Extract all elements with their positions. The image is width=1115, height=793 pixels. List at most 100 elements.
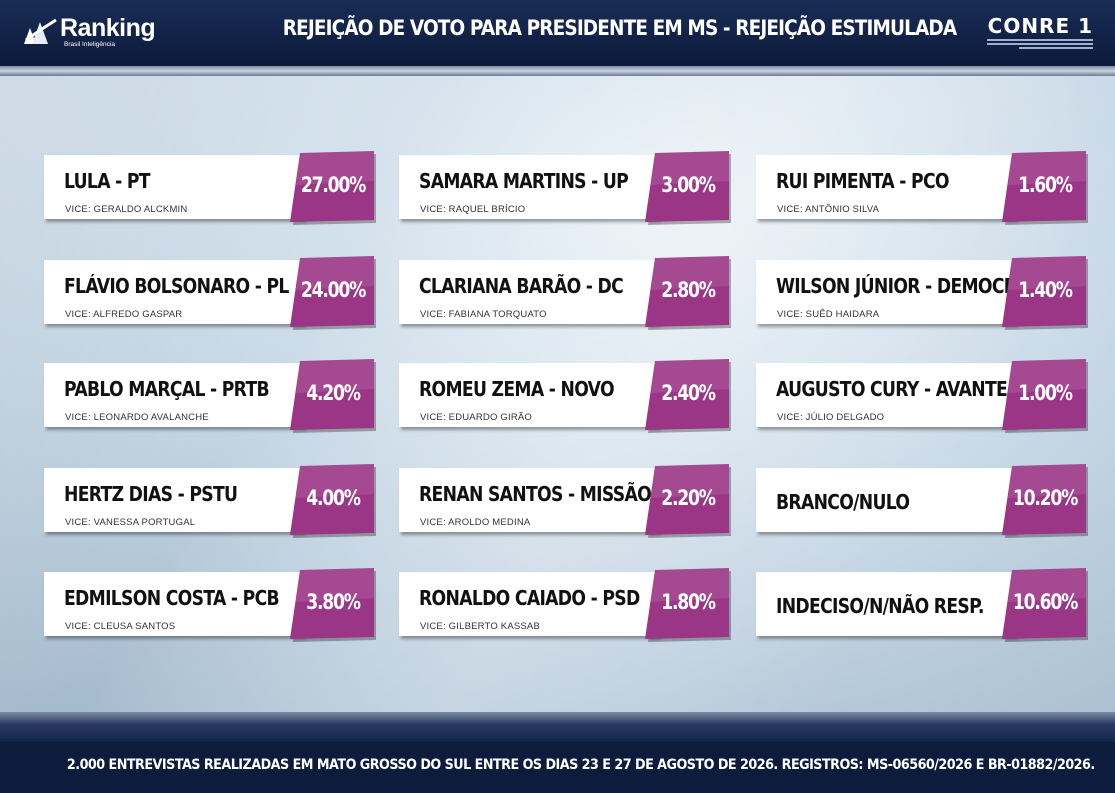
conre-logo: CONRE 1 <box>987 16 1093 49</box>
candidate-vice: VICE: GILBERTO KASSAB <box>420 621 541 632</box>
candidate-card-box <box>399 155 659 219</box>
candidate-name: RONALDO CAIADO - PSD <box>419 586 640 610</box>
rejection-percentage-badge: 3.00% <box>645 151 731 225</box>
rejection-percentage: 24.00% <box>300 278 367 302</box>
candidate-card: RUI PIMENTA - PCO VICE: ANTÔNIO SILVA 1.60… <box>756 151 1088 225</box>
candidate-card: INDECISO/N/NÃO RESP. 10.60% <box>756 568 1088 642</box>
candidate-card-box <box>44 260 304 324</box>
rejection-percentage-badge: 24.00% <box>290 256 376 330</box>
candidate-name: SAMARA MARTINS - UP <box>419 169 629 193</box>
candidate-card-box <box>44 363 304 427</box>
percentage-badge-shape <box>1002 568 1088 642</box>
candidate-card: SAMARA MARTINS - UP VICE: RAQUEL BRÍCIO 3.… <box>399 151 731 225</box>
candidate-vice: VICE: RAQUEL BRÍCIO <box>420 204 526 215</box>
footer-divider <box>0 712 1115 742</box>
candidate-vice: VICE: VANESSA PORTUGAL <box>65 517 196 528</box>
candidate-card-box <box>44 468 304 532</box>
candidate-name: FLÁVIO BOLSONARO - PL <box>64 274 289 298</box>
candidate-card: ROMEU ZEMA - NOVO VICE: EDUARDO GIRÃO 2.40… <box>399 359 731 433</box>
candidate-card: RENAN SANTOS - MISSÃO VICE: AROLDO MEDINA… <box>399 464 731 538</box>
candidate-vice: VICE: JÚLIO DELGADO <box>777 412 885 423</box>
rejection-percentage: 1.00% <box>1018 381 1073 405</box>
rejection-percentage: 4.20% <box>306 381 361 405</box>
candidate-card-box <box>756 260 1016 324</box>
candidate-name: WILSON JÚNIOR - DEMOCRATA <box>776 274 1051 298</box>
percentage-badge-shape <box>1002 464 1088 538</box>
percentage-badge-shape <box>645 568 731 642</box>
rejection-percentage: 3.80% <box>306 590 361 614</box>
rejection-percentage-badge: 1.00% <box>1002 359 1088 433</box>
rejection-percentage-badge: 10.20% <box>1002 464 1088 538</box>
rejection-percentage: 2.40% <box>661 381 716 405</box>
candidate-card-box <box>44 155 304 219</box>
rejection-percentage: 2.80% <box>661 278 716 302</box>
percentage-badge-shape <box>1002 151 1088 225</box>
percentage-badge-shape <box>645 256 731 330</box>
page-title: REJEIÇÃO DE VOTO PARA PRESIDENTE EM MS -… <box>282 16 957 40</box>
candidate-card: AUGUSTO CURY - AVANTE VICE: JÚLIO DELGADO… <box>756 359 1088 433</box>
percentage-badge-shape <box>645 464 731 538</box>
rejection-percentage: 1.60% <box>1018 173 1073 197</box>
percentage-badge-shape <box>1002 359 1088 433</box>
candidate-card-box <box>756 363 1016 427</box>
candidate-name: RENAN SANTOS - MISSÃO <box>419 482 652 506</box>
candidate-vice: VICE: FABIANA TORQUATO <box>420 309 547 320</box>
rejection-percentage: 10.60% <box>1012 590 1079 614</box>
candidate-card-box <box>399 363 659 427</box>
candidate-card-box <box>756 572 1016 636</box>
rejection-percentage: 2.20% <box>661 486 716 510</box>
percentage-badge-shape <box>290 464 376 538</box>
candidate-card: RONALDO CAIADO - PSD VICE: GILBERTO KASSA… <box>399 568 731 642</box>
candidate-card-box <box>399 260 659 324</box>
candidate-vice: VICE: AROLDO MEDINA <box>420 517 531 528</box>
candidate-card-box <box>399 468 659 532</box>
logo-text: Ranking <box>60 14 156 42</box>
candidate-card: CLARIANA BARÃO - DC VICE: FABIANA TORQUAT… <box>399 256 731 330</box>
candidate-name: RUI PIMENTA - PCO <box>776 169 950 193</box>
candidate-card: LULA - PT VICE: GERALDO ALCKMIN 27.00% <box>44 151 376 225</box>
percentage-badge-shape <box>1002 256 1088 330</box>
candidate-card: WILSON JÚNIOR - DEMOCRATA VICE: SUÊD HAID… <box>756 256 1088 330</box>
candidate-name: LULA - PT <box>64 169 151 193</box>
rejection-percentage-badge: 2.20% <box>645 464 731 538</box>
candidate-card: EDMILSON COSTA - PCB VICE: CLEUSA SANTOS 3… <box>44 568 376 642</box>
header-divider <box>0 66 1115 76</box>
candidate-card: FLÁVIO BOLSONARO - PL VICE: ALFREDO GASPA… <box>44 256 376 330</box>
rejection-percentage-badge: 4.20% <box>290 359 376 433</box>
rejection-percentage-badge: 27.00% <box>290 151 376 225</box>
logo-subtitle: Brasil Inteligência <box>64 41 115 48</box>
candidate-card-box <box>756 468 1016 532</box>
rejection-percentage: 3.00% <box>661 173 716 197</box>
candidate-vice: VICE: ALFREDO GASPAR <box>65 309 183 320</box>
candidate-name: HERTZ DIAS - PSTU <box>64 482 238 506</box>
rejection-percentage-badge: 1.40% <box>1002 256 1088 330</box>
rejection-percentage-badge: 1.80% <box>645 568 731 642</box>
candidate-name: BRANCO/NULO <box>776 490 910 514</box>
rejection-percentage-badge: 1.60% <box>1002 151 1088 225</box>
candidate-card-box <box>756 155 1016 219</box>
candidate-name: EDMILSON COSTA - PCB <box>64 586 280 610</box>
candidate-vice: VICE: SUÊD HAIDARA <box>777 309 880 320</box>
percentage-badge-shape <box>290 256 376 330</box>
candidate-card: HERTZ DIAS - PSTU VICE: VANESSA PORTUGAL 4… <box>44 464 376 538</box>
candidate-vice: VICE: EDUARDO GIRÃO <box>420 412 533 423</box>
rejection-percentage: 1.40% <box>1018 278 1073 302</box>
candidate-card: BRANCO/NULO 10.20% <box>756 464 1088 538</box>
candidate-card: PABLO MARÇAL - PRTB VICE: LEONARDO AVALAN… <box>44 359 376 433</box>
rejection-percentage: 10.20% <box>1012 486 1079 510</box>
candidate-vice: VICE: ANTÔNIO SILVA <box>777 204 880 215</box>
ranking-logo-icon <box>24 18 57 44</box>
rejection-percentage: 1.80% <box>661 590 716 614</box>
candidate-name: CLARIANA BARÃO - DC <box>419 274 624 298</box>
percentage-badge-shape <box>645 359 731 433</box>
survey-footnote: 2.000 ENTREVISTAS REALIZADAS EM MATO GRO… <box>66 757 1095 773</box>
candidate-card-box <box>399 572 659 636</box>
candidate-name: ROMEU ZEMA - NOVO <box>419 377 615 401</box>
percentage-badge-shape <box>645 151 731 225</box>
conre-fine-print-icon <box>987 39 1093 49</box>
candidate-vice: VICE: GERALDO ALCKMIN <box>65 204 188 215</box>
candidate-vice: VICE: CLEUSA SANTOS <box>65 621 176 632</box>
candidate-card-box <box>44 572 304 636</box>
rejection-percentage-badge: 3.80% <box>290 568 376 642</box>
rejection-percentage-badge: 10.60% <box>1002 568 1088 642</box>
